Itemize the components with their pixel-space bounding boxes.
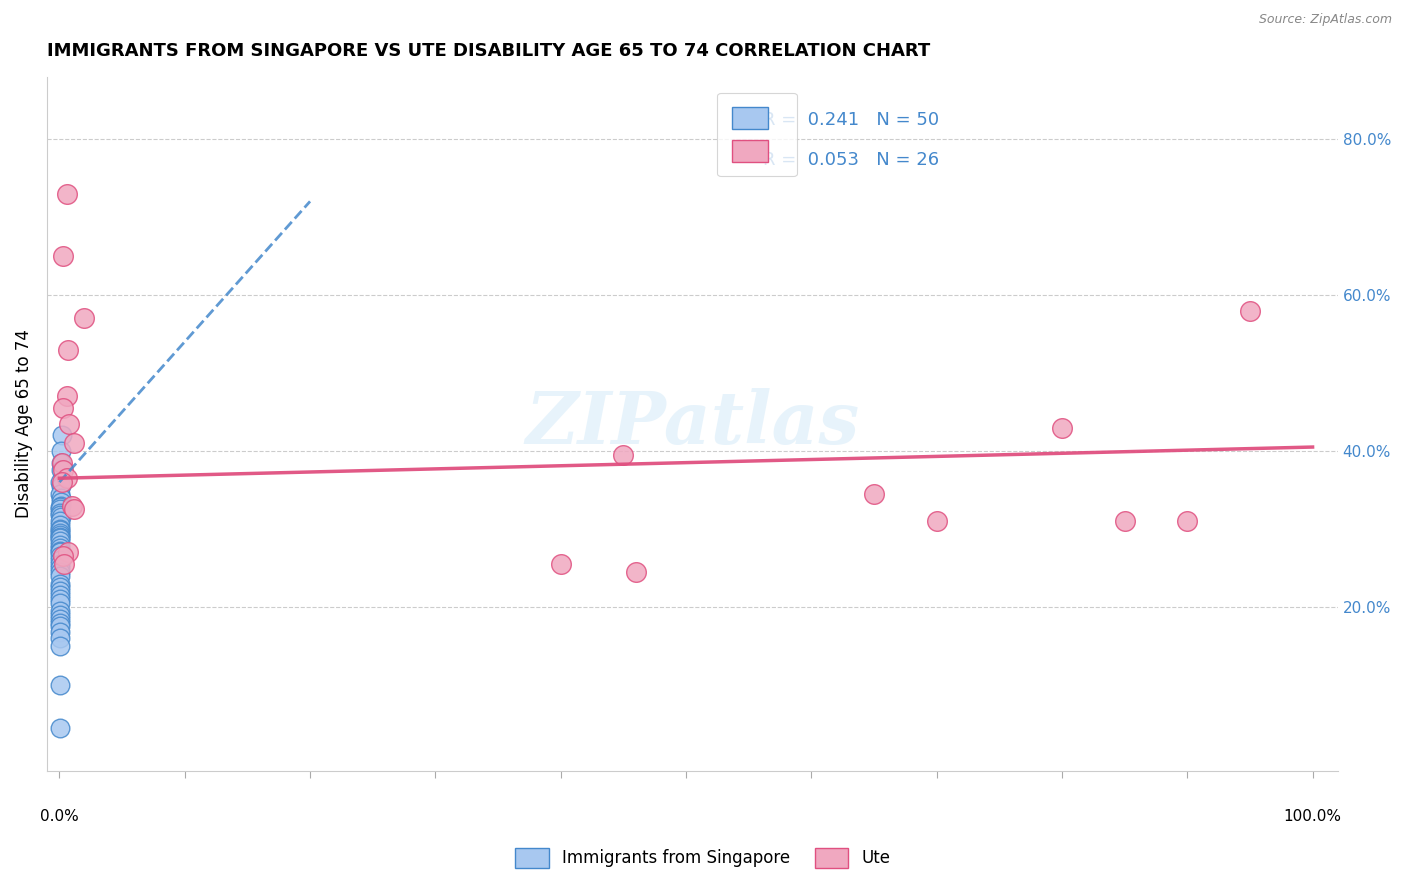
Point — [1239, 303, 1261, 318]
Point — [49, 487, 72, 501]
Text: R =  0.053   N = 26: R = 0.053 N = 26 — [763, 151, 939, 169]
Point — [48, 624, 70, 639]
Point — [48, 607, 70, 622]
Text: R =  0.241   N = 50: R = 0.241 N = 50 — [763, 111, 939, 128]
Point — [58, 417, 80, 431]
Point — [48, 619, 70, 633]
Point — [48, 596, 70, 610]
Point — [49, 518, 72, 533]
Point — [49, 537, 72, 551]
Point — [51, 456, 73, 470]
Point — [48, 612, 70, 626]
Text: IMMIGRANTS FROM SINGAPORE VS UTE DISABILITY AGE 65 TO 74 CORRELATION CHART: IMMIGRANTS FROM SINGAPORE VS UTE DISABIL… — [46, 42, 931, 60]
Point — [49, 494, 72, 508]
Point — [52, 401, 75, 415]
Point — [48, 545, 70, 559]
Point — [49, 531, 72, 545]
Point — [48, 565, 70, 579]
Point — [58, 343, 80, 357]
Point — [48, 678, 70, 692]
Point — [51, 475, 73, 490]
Point — [863, 487, 886, 501]
Point — [48, 588, 70, 602]
Point — [49, 463, 72, 477]
Point — [56, 389, 79, 403]
Point — [49, 524, 72, 538]
Text: Source: ZipAtlas.com: Source: ZipAtlas.com — [1258, 13, 1392, 27]
Point — [48, 528, 70, 542]
Point — [48, 576, 70, 591]
Point — [550, 557, 572, 571]
Point — [49, 549, 72, 564]
Point — [48, 615, 70, 630]
Point — [49, 475, 72, 490]
Point — [52, 549, 75, 564]
Point — [58, 545, 80, 559]
Point — [48, 543, 70, 558]
Point — [49, 530, 72, 544]
Point — [73, 311, 96, 326]
Text: 0.0%: 0.0% — [39, 809, 79, 824]
Point — [49, 541, 72, 556]
Point — [48, 592, 70, 607]
Point — [49, 508, 72, 522]
Point — [49, 568, 72, 582]
Point — [63, 436, 86, 450]
Point — [49, 456, 72, 470]
Point — [49, 510, 72, 524]
Point — [1050, 420, 1073, 434]
Point — [48, 561, 70, 575]
Point — [52, 249, 75, 263]
Point — [48, 553, 70, 567]
Point — [53, 557, 76, 571]
Point — [48, 557, 70, 571]
Point — [49, 491, 72, 505]
Point — [49, 444, 72, 458]
Legend: , : , — [717, 93, 797, 177]
Point — [52, 463, 75, 477]
Point — [1175, 514, 1198, 528]
Point — [49, 479, 72, 493]
Point — [48, 533, 70, 548]
Point — [48, 721, 70, 735]
Point — [48, 581, 70, 595]
Point — [56, 471, 79, 485]
Point — [925, 514, 948, 528]
Point — [48, 639, 70, 653]
Point — [48, 604, 70, 618]
Y-axis label: Disability Age 65 to 74: Disability Age 65 to 74 — [15, 329, 32, 518]
Point — [49, 525, 72, 540]
Point — [612, 448, 634, 462]
Point — [48, 584, 70, 599]
Point — [48, 631, 70, 645]
Point — [624, 565, 647, 579]
Text: ZIPatlas: ZIPatlas — [526, 388, 859, 459]
Point — [49, 522, 72, 536]
Point — [49, 500, 72, 514]
Point — [49, 514, 72, 528]
Point — [60, 499, 83, 513]
Point — [49, 502, 72, 516]
Legend: Immigrants from Singapore, Ute: Immigrants from Singapore, Ute — [509, 841, 897, 875]
Text: 100.0%: 100.0% — [1284, 809, 1341, 824]
Point — [51, 428, 73, 442]
Point — [63, 502, 86, 516]
Point — [49, 499, 72, 513]
Point — [56, 186, 79, 201]
Point — [49, 506, 72, 520]
Point — [1114, 514, 1136, 528]
